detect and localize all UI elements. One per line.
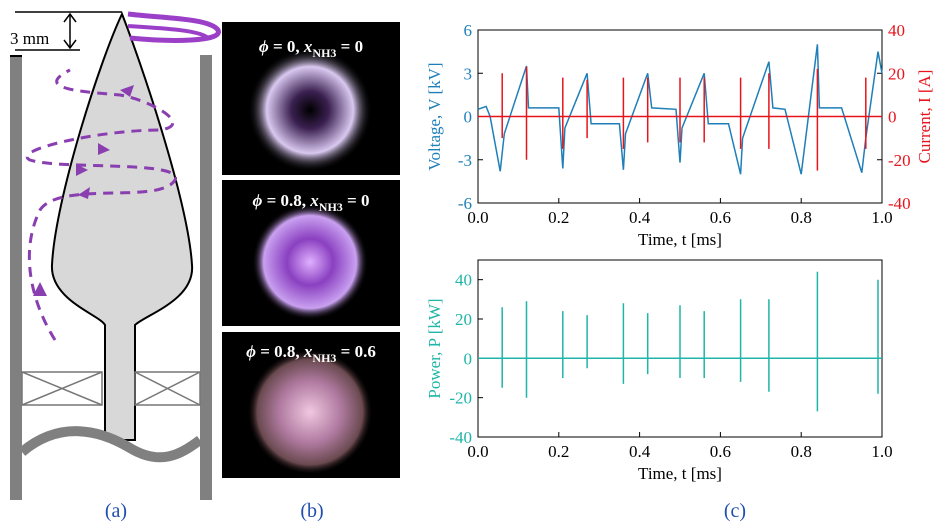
- y-tick-label: -3: [458, 151, 472, 170]
- y-tick-label: -40: [449, 428, 472, 447]
- tail: = 0: [336, 37, 363, 56]
- x-tick-label: 0.0: [467, 442, 488, 461]
- phi: ϕ: [259, 37, 269, 56]
- y2-axis-label: Current, I [A]: [915, 70, 934, 164]
- tail: = 0: [343, 191, 370, 210]
- y-tick-label: 20: [455, 310, 472, 329]
- burner-diagram: 3 mm: [10, 11, 221, 500]
- y-tick-label: -6: [458, 194, 472, 213]
- x-tick-label: 0.6: [710, 208, 731, 227]
- y-tick-label: -20: [888, 151, 911, 170]
- y-tick-label: -20: [449, 389, 472, 408]
- caption-a: (a): [105, 500, 127, 522]
- photo-1: [222, 22, 400, 175]
- caption-b: (b): [300, 500, 323, 522]
- x-tick-label: 0.2: [548, 442, 569, 461]
- subscript: NH3: [312, 46, 336, 60]
- y-tick-label: 6: [464, 21, 473, 40]
- photo-label: ϕ = 0, xNH3 = 0: [259, 37, 363, 60]
- y-tick-label: 3: [464, 64, 473, 83]
- x-axis-label: Time, t [ms]: [638, 230, 722, 249]
- series-line: [478, 271, 882, 412]
- photo-label: ϕ = 0.8, xNH3 = 0: [253, 191, 370, 214]
- x-var: x: [303, 342, 313, 361]
- x-axis-label: Time, t [ms]: [638, 464, 722, 483]
- x-tick-label: 0.6: [710, 442, 731, 461]
- x-var: x: [309, 191, 319, 210]
- y-axis-label: Power, P [kW]: [425, 298, 444, 398]
- y-tick-label: 0: [464, 108, 473, 127]
- y-axis-label: Voltage, V [kV]: [425, 62, 444, 170]
- x-tick-label: 0.2: [548, 208, 569, 227]
- caption-c: (c): [724, 500, 746, 522]
- plot-frame: [477, 259, 883, 438]
- eq: = 0.8,: [256, 342, 304, 361]
- y-tick-label: 0: [888, 108, 897, 127]
- y-tick-label: 40: [888, 21, 905, 40]
- y-tick-label: 40: [455, 271, 472, 290]
- scale-label: 3 mm: [10, 29, 49, 48]
- x-tick-label: 0.8: [791, 442, 812, 461]
- subscript: NH3: [319, 200, 343, 214]
- subscript: NH3: [312, 351, 336, 365]
- x-tick-label: 0.0: [467, 208, 488, 227]
- photo-3: [222, 332, 400, 478]
- eq: = 0.8,: [262, 191, 310, 210]
- x-tick-label: 0.4: [629, 208, 651, 227]
- phi: ϕ: [253, 191, 263, 210]
- y-tick-label: 0: [464, 349, 473, 368]
- series-line: [477, 44, 883, 175]
- series-line: [478, 66, 882, 171]
- x-tick-label: 1.0: [871, 208, 892, 227]
- x-tick-label: 1.0: [871, 442, 892, 461]
- y-tick-label: -40: [888, 194, 911, 213]
- photo-labels: ϕ = 0, xNH3 = 0ϕ = 0.8, xNH3 = 0ϕ = 0.8,…: [246, 37, 376, 365]
- phi: ϕ: [246, 342, 256, 361]
- x-tick-label: 0.4: [629, 442, 651, 461]
- photo-2: [222, 180, 400, 326]
- photo-label: ϕ = 0.8, xNH3 = 0.6: [246, 342, 376, 365]
- x-var: x: [303, 37, 313, 56]
- charts: 0.0 0.2 0.4 0.6 0.8 1.0 -6 -3 0 3 6 -40 -20 0 20 40 Time…: [425, 21, 934, 483]
- tail: = 0.6: [336, 342, 375, 361]
- eq: = 0,: [269, 37, 304, 56]
- x-tick-label: 0.8: [791, 208, 812, 227]
- y-tick-label: 20: [888, 64, 905, 83]
